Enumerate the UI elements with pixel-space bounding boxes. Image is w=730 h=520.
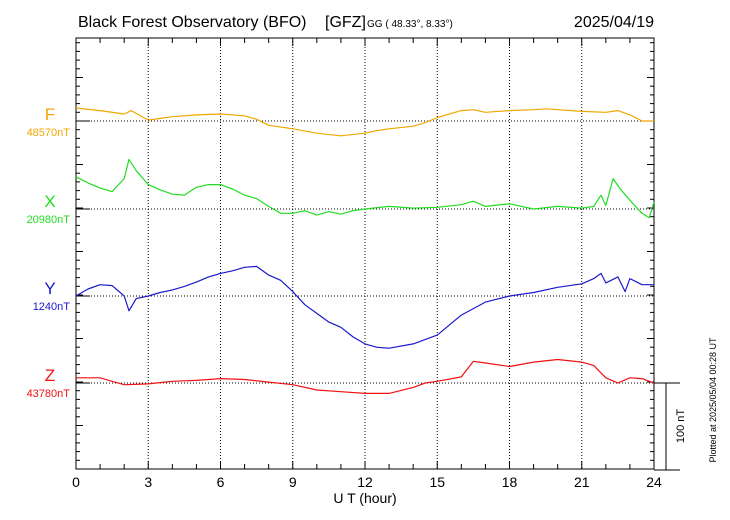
series-line-y: [75, 265, 654, 349]
x-tick-label: 0: [72, 474, 80, 490]
x-tick-label: 6: [217, 474, 225, 490]
x-tick-label: 15: [429, 474, 445, 490]
series-name-y: Y: [44, 279, 55, 298]
x-tick-label: 24: [646, 474, 662, 490]
x-tick-label: 21: [574, 474, 590, 490]
plotted-note: Plotted at 2025/05/04 00:28 UT: [708, 337, 718, 463]
chart-title: Black Forest Observatory (BFO): [78, 14, 307, 31]
series-name-z: Z: [45, 366, 55, 385]
series-line-z: [76, 358, 655, 394]
x-tick-label: 12: [357, 474, 373, 490]
series-lines: [75, 107, 655, 394]
series-labels: F 48570nT X 20980nT Y 1240nT Z 43780nT: [27, 105, 71, 400]
series-name-f: F: [45, 105, 55, 124]
series-line-f: [75, 107, 654, 137]
grid: [147, 38, 583, 469]
scale-bar: 100 nT: [654, 382, 687, 471]
series-line-x: [75, 158, 655, 219]
x-tick-label: 18: [502, 474, 518, 490]
x-axis-label: U T (hour): [333, 490, 396, 506]
coords-label: GG ( 48.33°, 8.33°): [367, 19, 453, 30]
axis-ticks: [75, 38, 655, 470]
x-tick-labels: 0 3 6 9 12 15 18 21 24: [72, 474, 662, 490]
scale-bar-label: 100 nT: [675, 409, 687, 444]
x-tick-label: 9: [289, 474, 297, 490]
series-name-x: X: [44, 192, 55, 211]
series-baseline-z: 43780nT: [27, 388, 71, 400]
source-label: [GFZ]: [325, 14, 366, 31]
series-baseline-f: 48570nT: [27, 127, 71, 139]
series-baseline-y: 1240nT: [33, 301, 71, 313]
series-baseline-x: 20980nT: [27, 214, 71, 226]
date-label: 2025/04/19: [574, 14, 654, 31]
x-tick-label: 3: [144, 474, 152, 490]
